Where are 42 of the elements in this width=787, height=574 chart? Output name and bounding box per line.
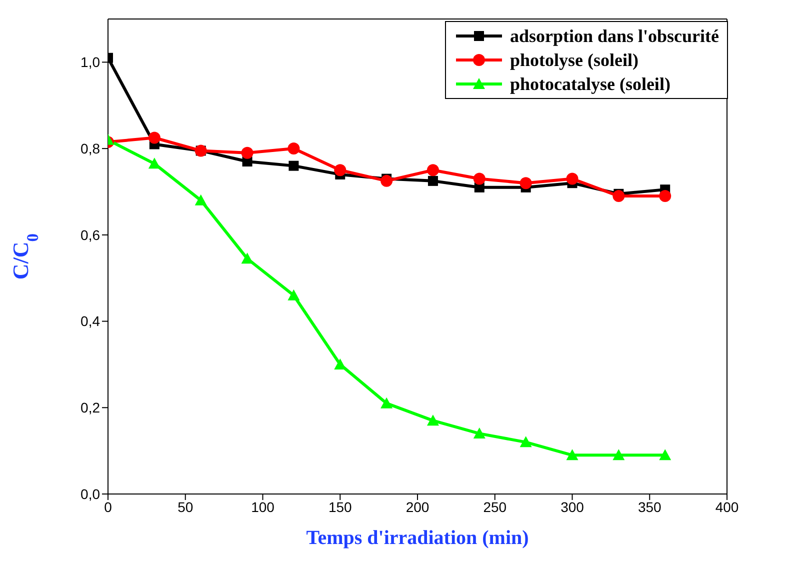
point xyxy=(428,176,438,186)
y-tick-label: 0,2 xyxy=(80,400,100,416)
point xyxy=(148,132,160,144)
point xyxy=(288,142,300,155)
legend-label: adsorption dans l'obscurité xyxy=(510,26,719,46)
y-tick-label: 0,8 xyxy=(80,140,100,157)
point xyxy=(380,174,393,187)
x-tick-label: 100 xyxy=(251,498,275,515)
point xyxy=(426,414,439,426)
point xyxy=(288,160,299,171)
legend-label: photolyse (soleil) xyxy=(510,50,638,70)
x-tick-label: 250 xyxy=(483,498,507,515)
x-tick-label: 350 xyxy=(638,498,662,515)
point xyxy=(659,449,672,460)
y-tick-label: 0,4 xyxy=(80,313,100,330)
point xyxy=(520,436,532,448)
y-tick-label: 1,0 xyxy=(80,54,100,70)
point xyxy=(334,164,346,176)
point xyxy=(148,158,160,169)
x-tick-label: 150 xyxy=(328,498,352,515)
x-tick-label: 50 xyxy=(178,498,194,515)
point xyxy=(194,194,207,206)
point xyxy=(566,172,578,185)
x-tick-label: 400 xyxy=(715,498,739,515)
point xyxy=(659,190,672,202)
point xyxy=(612,190,625,202)
point xyxy=(380,397,393,408)
legend-label: photocatalyse (soleil) xyxy=(510,74,670,94)
x-tick-label: 200 xyxy=(406,498,430,515)
y-tick-label: 0,0 xyxy=(80,486,100,502)
point xyxy=(473,172,486,185)
x-tick-label: 0 xyxy=(104,498,112,515)
point xyxy=(520,177,532,190)
point xyxy=(566,449,578,460)
x-tick-label: 300 xyxy=(560,498,584,515)
point xyxy=(473,428,486,439)
point xyxy=(426,164,439,176)
point xyxy=(241,146,254,159)
point xyxy=(288,289,300,300)
y-tick-label: 0,6 xyxy=(80,226,100,243)
x-axis-title: Temps d'irradiation (min) xyxy=(306,527,529,549)
point xyxy=(612,449,625,460)
